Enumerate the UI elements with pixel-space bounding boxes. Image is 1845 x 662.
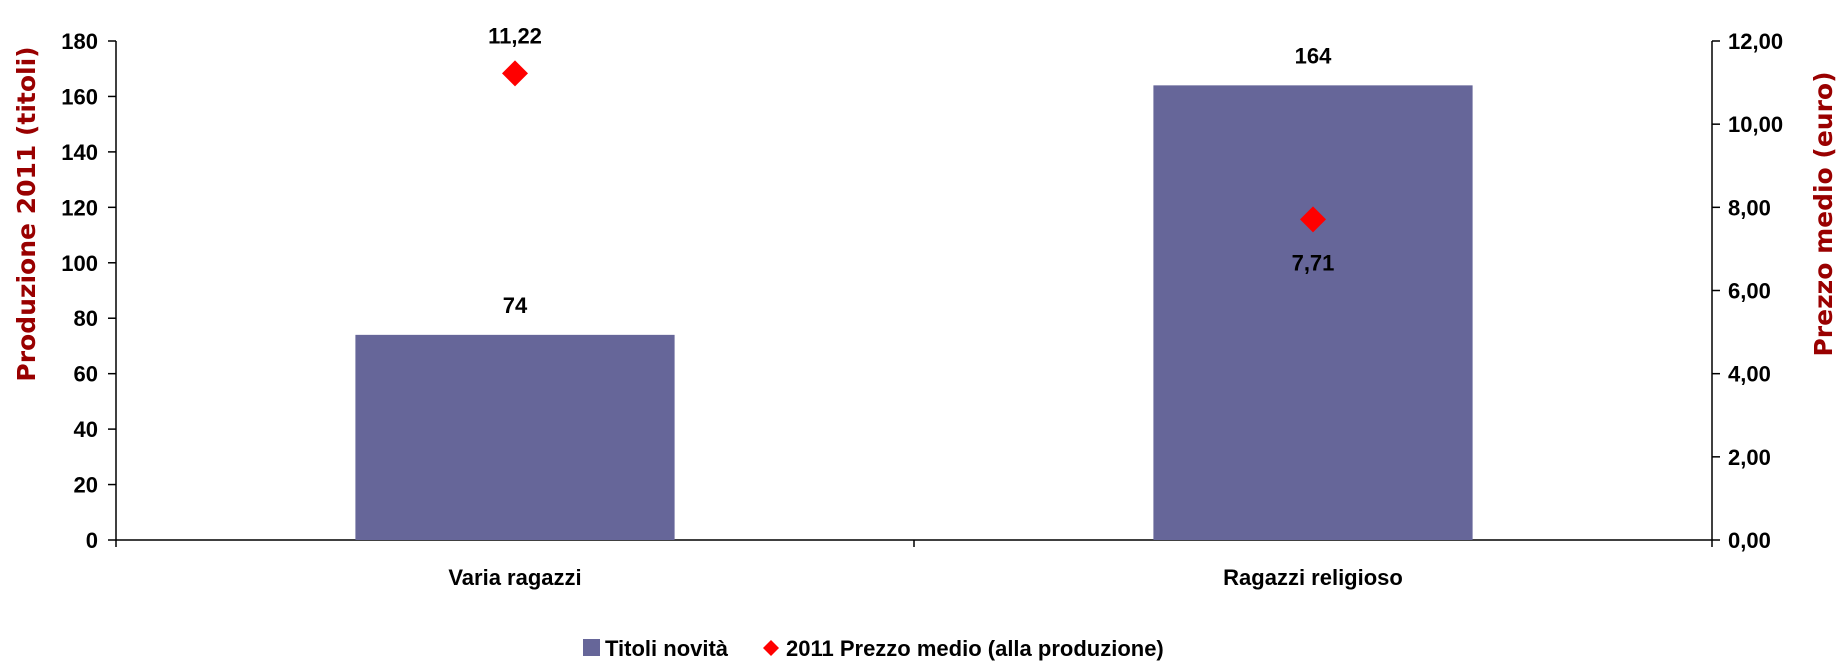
- right-tick-label: 12,00: [1728, 29, 1783, 54]
- marker-data-label: 7,71: [1292, 250, 1335, 275]
- legend-bar-swatch: [583, 639, 600, 656]
- bar-data-label: 74: [503, 293, 528, 318]
- category-label: Ragazzi religioso: [1223, 565, 1403, 590]
- right-tick-label: 4,00: [1728, 362, 1771, 387]
- bar: [355, 334, 675, 540]
- price-marker: [502, 60, 528, 87]
- left-tick-label: 40: [74, 417, 98, 442]
- bar-series: 74 164: [355, 43, 1473, 540]
- right-axis-ticks: 0,00 2,00 4,00 6,00 8,00 10,00 12,00: [1712, 29, 1783, 553]
- price-marker: [1300, 206, 1326, 233]
- category-label: Varia ragazzi: [448, 565, 581, 590]
- bar: [1153, 85, 1473, 540]
- left-tick-label: 100: [61, 251, 98, 276]
- left-tick-label: 20: [74, 473, 98, 498]
- left-tick-label: 120: [61, 195, 98, 220]
- right-tick-label: 10,00: [1728, 112, 1783, 137]
- left-axis-title: Produzione 2011 (titoli): [12, 46, 41, 381]
- left-tick-label: 180: [61, 29, 98, 54]
- marker-data-label: 11,22: [488, 23, 542, 48]
- legend-marker-label: 2011 Prezzo medio (alla produzione): [786, 636, 1164, 661]
- left-tick-label: 0: [86, 528, 98, 553]
- right-tick-label: 6,00: [1728, 279, 1771, 304]
- left-tick-label: 80: [74, 306, 98, 331]
- marker-series: 11,22 7,71: [488, 23, 1334, 275]
- legend: Titoli novità 2011 Prezzo medio (alla pr…: [583, 636, 1164, 661]
- left-axis-ticks: 0 20 40 60 80 100 120 140 160 180: [61, 29, 116, 553]
- bar-data-label: 164: [1295, 43, 1332, 68]
- left-tick-label: 140: [61, 140, 98, 165]
- right-axis-title: Prezzo medio (euro): [1809, 71, 1838, 356]
- legend-diamond-swatch: [763, 640, 779, 656]
- right-tick-label: 8,00: [1728, 195, 1771, 220]
- left-tick-label: 160: [61, 84, 98, 109]
- right-tick-label: 2,00: [1728, 445, 1771, 470]
- legend-bar-label: Titoli novità: [605, 636, 729, 661]
- left-tick-label: 60: [74, 362, 98, 387]
- category-labels: Varia ragazzi Ragazzi religioso: [448, 565, 1403, 590]
- right-tick-label: 0,00: [1728, 528, 1771, 553]
